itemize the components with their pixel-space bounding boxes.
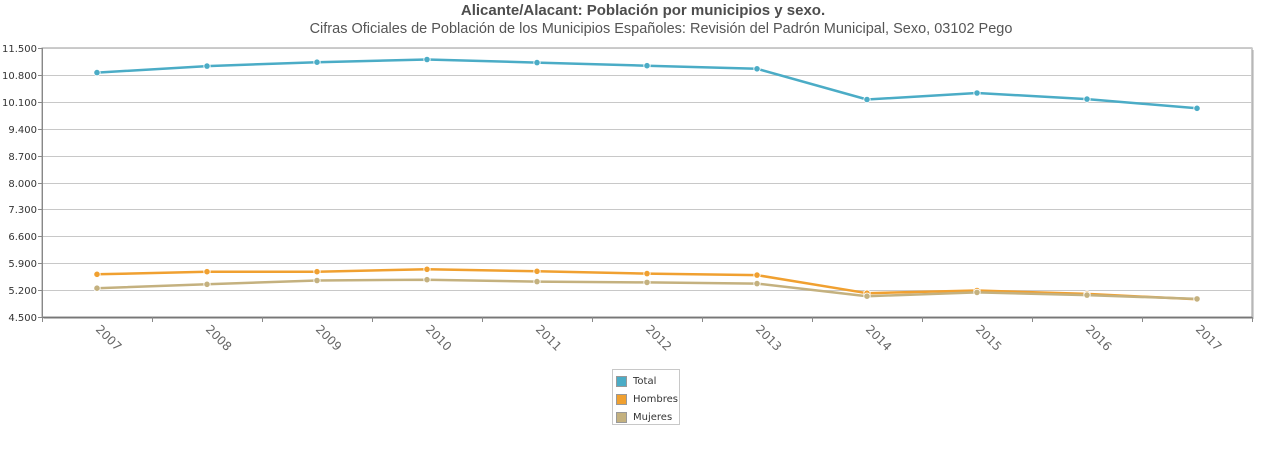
data-point-total[interactable] — [863, 95, 871, 104]
grid-lines — [41, 47, 1254, 319]
data-points — [93, 55, 1201, 303]
y-tick-label: 8.700 — [8, 152, 37, 163]
x-tick-label: 2008 — [203, 322, 234, 353]
chart-subtitle: Cifras Oficiales de Población de los Mun… — [309, 21, 1013, 37]
x-tick-label: 2015 — [973, 322, 1004, 353]
data-point-total[interactable] — [1083, 95, 1091, 103]
axes — [38, 48, 1253, 322]
legend-label-hombres: Hombres — [633, 393, 678, 405]
legend-swatch-mujeres — [616, 411, 627, 423]
y-tick-label: 6.600 — [8, 232, 37, 243]
x-tick-label: 2011 — [533, 322, 564, 353]
data-point-total[interactable] — [643, 62, 651, 70]
x-tick-label: 2009 — [313, 322, 344, 353]
data-point-hombres[interactable] — [203, 268, 211, 276]
chart-title: Alicante/Alacant: Población por municipi… — [460, 2, 826, 19]
data-point-total[interactable] — [423, 55, 431, 64]
legend-swatch-total — [616, 375, 627, 387]
legend-item-mujeres[interactable]: Mujeres — [616, 408, 679, 426]
x-tick-label: 2010 — [423, 322, 454, 353]
y-tick-label: 9.400 — [8, 125, 37, 136]
data-point-hombres[interactable] — [93, 270, 101, 278]
data-point-hombres[interactable] — [533, 267, 541, 275]
legend-label-mujeres: Mujeres — [633, 411, 673, 423]
legend-swatch-hombres — [616, 393, 627, 405]
data-point-mujeres[interactable] — [533, 277, 541, 286]
y-tick-label: 10.100 — [2, 98, 37, 109]
data-point-mujeres[interactable] — [313, 276, 321, 285]
data-point-hombres[interactable] — [753, 271, 761, 279]
data-point-hombres[interactable] — [643, 269, 651, 278]
data-point-mujeres[interactable] — [423, 276, 431, 284]
chart-legend: Total Hombres Mujeres — [612, 369, 680, 425]
data-point-total[interactable] — [753, 65, 761, 73]
x-tick-label: 2016 — [1083, 322, 1114, 353]
x-tick-label: 2012 — [643, 322, 674, 353]
y-tick-label: 8.000 — [8, 179, 37, 190]
legend-item-hombres[interactable]: Hombres — [616, 390, 679, 408]
data-point-mujeres[interactable] — [1193, 295, 1201, 303]
data-point-mujeres[interactable] — [1083, 291, 1091, 299]
y-tick-label: 4.500 — [8, 313, 37, 324]
data-point-total[interactable] — [1193, 104, 1201, 112]
y-tick-label: 10.800 — [2, 71, 37, 82]
data-point-hombres[interactable] — [423, 265, 431, 273]
data-point-total[interactable] — [533, 58, 541, 67]
data-point-total[interactable] — [973, 89, 981, 97]
data-point-mujeres[interactable] — [643, 278, 651, 286]
x-tick-label: 2013 — [753, 322, 784, 353]
data-point-mujeres[interactable] — [203, 280, 211, 288]
y-tick-label: 5.200 — [8, 286, 37, 297]
legend-label-total: Total — [633, 375, 657, 387]
legend-item-total[interactable]: Total — [616, 372, 679, 390]
y-tick-label: 11.500 — [2, 44, 37, 55]
data-point-hombres[interactable] — [313, 268, 321, 276]
data-point-mujeres[interactable] — [973, 288, 981, 296]
y-tick-label: 7.300 — [8, 205, 37, 216]
y-tick-label: 5.900 — [8, 259, 37, 270]
data-point-total[interactable] — [203, 62, 211, 70]
data-point-mujeres[interactable] — [753, 279, 761, 288]
x-tick-label: 2014 — [863, 322, 894, 353]
data-point-mujeres[interactable] — [93, 284, 101, 292]
x-tick-label: 2017 — [1193, 322, 1224, 353]
data-point-total[interactable] — [93, 69, 101, 77]
data-point-total[interactable] — [313, 58, 321, 66]
x-tick-label: 2007 — [93, 322, 124, 353]
data-point-mujeres[interactable] — [863, 292, 871, 300]
